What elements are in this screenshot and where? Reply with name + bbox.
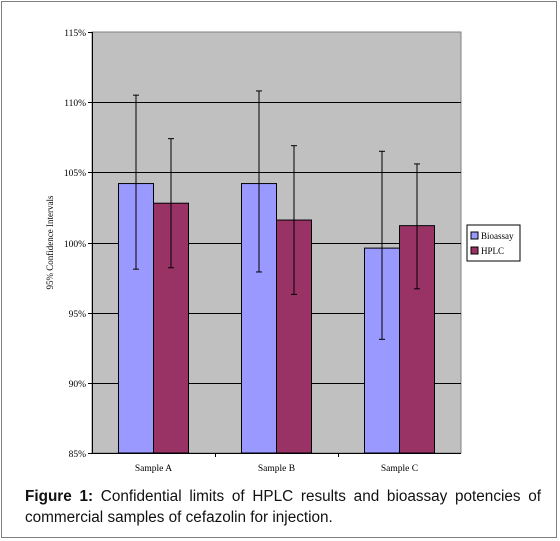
y-tick-label: 105%	[64, 169, 86, 179]
legend-swatch	[470, 246, 479, 255]
y-tick-label: 90%	[69, 380, 87, 390]
y-tick-label: 115%	[64, 29, 86, 39]
caption-text: Confidential limits of HPLC results and …	[25, 488, 542, 526]
legend-label: HPLC	[481, 246, 504, 256]
y-axis-label: 95% Confidence Intervals	[45, 195, 55, 289]
y-tick-label: 100%	[64, 240, 86, 250]
bar-chart: 85% 90% 95% 100% 105% 110% 115% Sample A Sample …	[45, 29, 521, 474]
y-tick-label: 110%	[64, 99, 86, 109]
figure-caption: Figure 1: Confidential limits of HPLC re…	[25, 486, 541, 528]
legend-swatch	[470, 231, 479, 240]
x-tick-label: Sample B	[258, 464, 295, 474]
legend-label: Bioassay	[481, 231, 514, 241]
y-tick-label: 95%	[69, 310, 87, 320]
x-tick-label: Sample C	[381, 464, 418, 474]
legend-box	[466, 224, 521, 262]
x-tick-label: Sample A	[135, 464, 172, 474]
caption-label: Figure 1:	[25, 488, 94, 505]
y-tick-label: 85%	[69, 450, 87, 460]
